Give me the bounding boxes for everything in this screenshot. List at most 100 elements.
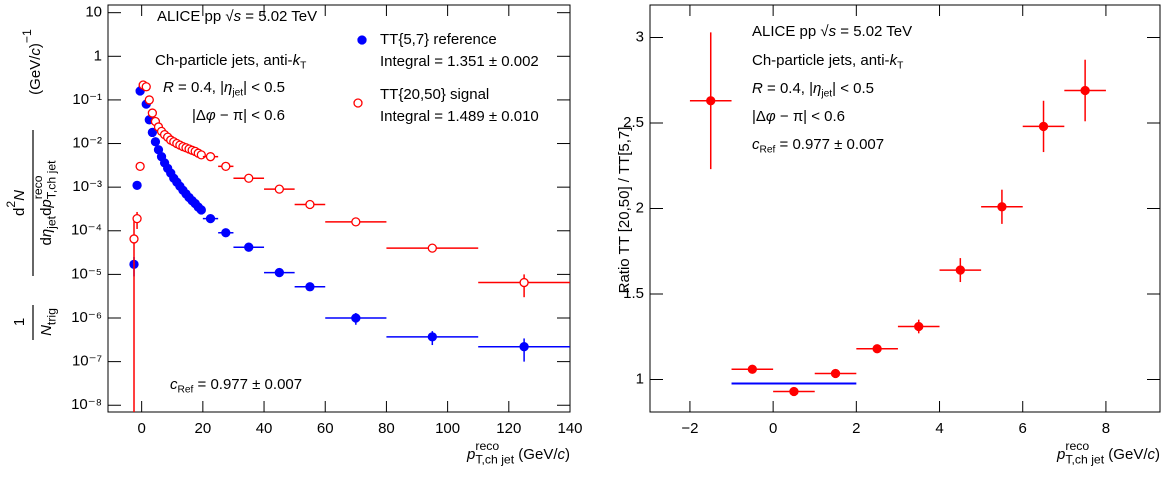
legend-label: TT{5,7} reference xyxy=(380,31,497,48)
text-part: = 0.977 ± 0.007 xyxy=(775,136,884,153)
data-point xyxy=(132,180,142,190)
superscript: reco xyxy=(1065,439,1089,453)
subscript: T xyxy=(897,60,903,71)
text-part: c xyxy=(27,48,44,56)
data-point xyxy=(305,199,315,210)
data-point xyxy=(427,243,437,253)
data-point xyxy=(914,321,924,332)
annotation: Ch-particle jets, anti-kT xyxy=(155,52,306,71)
text-part: c xyxy=(1148,446,1156,463)
plot-frame xyxy=(107,4,571,413)
text-part: | < 0.5 xyxy=(243,79,285,96)
data-point xyxy=(135,161,145,171)
x-axis-label: preco T,ch jet (GeV/c) xyxy=(466,439,570,467)
y-tick-label: 10⁻⁴ xyxy=(71,222,102,239)
legend-detail: Integral = 1.489 ± 0.010 xyxy=(380,108,539,125)
text-part: s xyxy=(829,23,837,40)
text-part: ALICE pp √ xyxy=(752,23,829,40)
data-point xyxy=(519,277,529,288)
text-part: φ xyxy=(206,107,216,124)
x-tick-label: 8 xyxy=(1102,420,1110,437)
legend-marker xyxy=(357,35,367,45)
x-tick-label: 40 xyxy=(256,420,273,437)
text-part: − π| < 0.6 xyxy=(776,108,845,125)
text-part: d xyxy=(38,208,55,216)
annotation: ALICE pp √s = 5.02 TeV xyxy=(752,23,912,40)
text-part: ) xyxy=(1155,446,1160,463)
data-point xyxy=(305,282,315,292)
x-axis-label: preco T,ch jet (GeV/c) xyxy=(1056,439,1160,467)
y-tick-label: 10 xyxy=(85,4,102,21)
legend-label: TT{20,50} signal xyxy=(380,86,489,103)
x-tick-label: 120 xyxy=(496,420,521,437)
data-point xyxy=(427,332,437,342)
subscript: jet xyxy=(231,87,243,98)
text-part: c xyxy=(752,136,760,153)
y-label-part: dηjetdprecoT,ch jet xyxy=(31,160,59,246)
text-part: = 0.4, | xyxy=(174,79,224,96)
data-point xyxy=(789,386,799,397)
text-part: ) xyxy=(565,446,570,463)
text-part: φ xyxy=(766,108,776,125)
text-part: c xyxy=(558,446,566,463)
text-part: p xyxy=(1056,446,1065,463)
plot-frame xyxy=(649,4,1161,413)
annotation: R = 0.4, |ηjet| < 0.5 xyxy=(752,80,874,99)
text-part: | < 0.5 xyxy=(832,80,874,97)
annotation: |Δφ − π| < 0.6 xyxy=(192,107,285,124)
text-part: s xyxy=(234,8,242,25)
annotation: |Δφ − π| < 0.6 xyxy=(752,108,845,125)
text-part: R xyxy=(752,80,763,97)
subscript: T,ch jet xyxy=(475,453,514,467)
data-point xyxy=(244,173,254,183)
x-tick-label: −2 xyxy=(681,420,698,437)
text-part: ) xyxy=(27,43,44,48)
data-point xyxy=(747,364,757,374)
text-part: = 5.02 TeV xyxy=(836,23,912,40)
data-point xyxy=(244,242,254,252)
annotation: ALICE pp √s = 5.02 TeV xyxy=(157,8,317,25)
y-label-part: 1 xyxy=(11,318,28,326)
text-part: η xyxy=(38,229,55,237)
y-tick-label: 2 xyxy=(636,199,644,216)
subscript: trig xyxy=(45,308,59,325)
annotation: R = 0.4, |ηjet| < 0.5 xyxy=(163,79,285,98)
legend-detail: Integral = 1.351 ± 0.002 xyxy=(380,53,539,70)
y-axis-label: Ratio TT [20,50] / TT[5,7] xyxy=(616,127,633,294)
text-part: (GeV/ xyxy=(27,55,44,95)
y-tick-label: 10⁻¹ xyxy=(72,91,102,108)
y-label-part: (GeV/c)−1 xyxy=(20,29,44,95)
data-point xyxy=(141,82,151,92)
subscript: T,ch jet xyxy=(1065,453,1104,467)
subscript: Ref xyxy=(760,144,776,155)
subscript: Ref xyxy=(178,384,194,395)
text-part: p xyxy=(466,446,475,463)
x-tick-label: 100 xyxy=(435,420,460,437)
data-point xyxy=(351,217,361,227)
text-part: = 0.977 ± 0.007 xyxy=(193,376,302,393)
text-part: k xyxy=(890,52,899,69)
y-tick-label: 3 xyxy=(636,28,644,45)
x-tick-label: 80 xyxy=(378,420,395,437)
subscript: T,ch jet xyxy=(45,160,59,199)
data-point xyxy=(205,152,216,162)
text-part: d xyxy=(11,208,28,216)
text-part: η xyxy=(813,80,821,97)
text-part: η xyxy=(224,79,232,96)
superscript: reco xyxy=(475,439,499,453)
text-part: ALICE pp √ xyxy=(157,8,234,25)
text-part: = 0.4, | xyxy=(763,80,813,97)
y-tick-label: 1 xyxy=(94,47,102,64)
data-point xyxy=(706,96,716,106)
y-tick-label: 10⁻⁵ xyxy=(71,265,102,282)
data-point xyxy=(997,202,1007,212)
superscript: reco xyxy=(31,175,45,199)
text-part: (GeV/ xyxy=(1104,446,1148,463)
annotation: cRef = 0.977 ± 0.007 xyxy=(170,376,302,395)
data-point xyxy=(830,368,841,379)
data-point xyxy=(872,344,882,354)
data-point xyxy=(129,234,139,244)
x-tick-label: 140 xyxy=(557,420,582,437)
data-point xyxy=(144,95,154,105)
